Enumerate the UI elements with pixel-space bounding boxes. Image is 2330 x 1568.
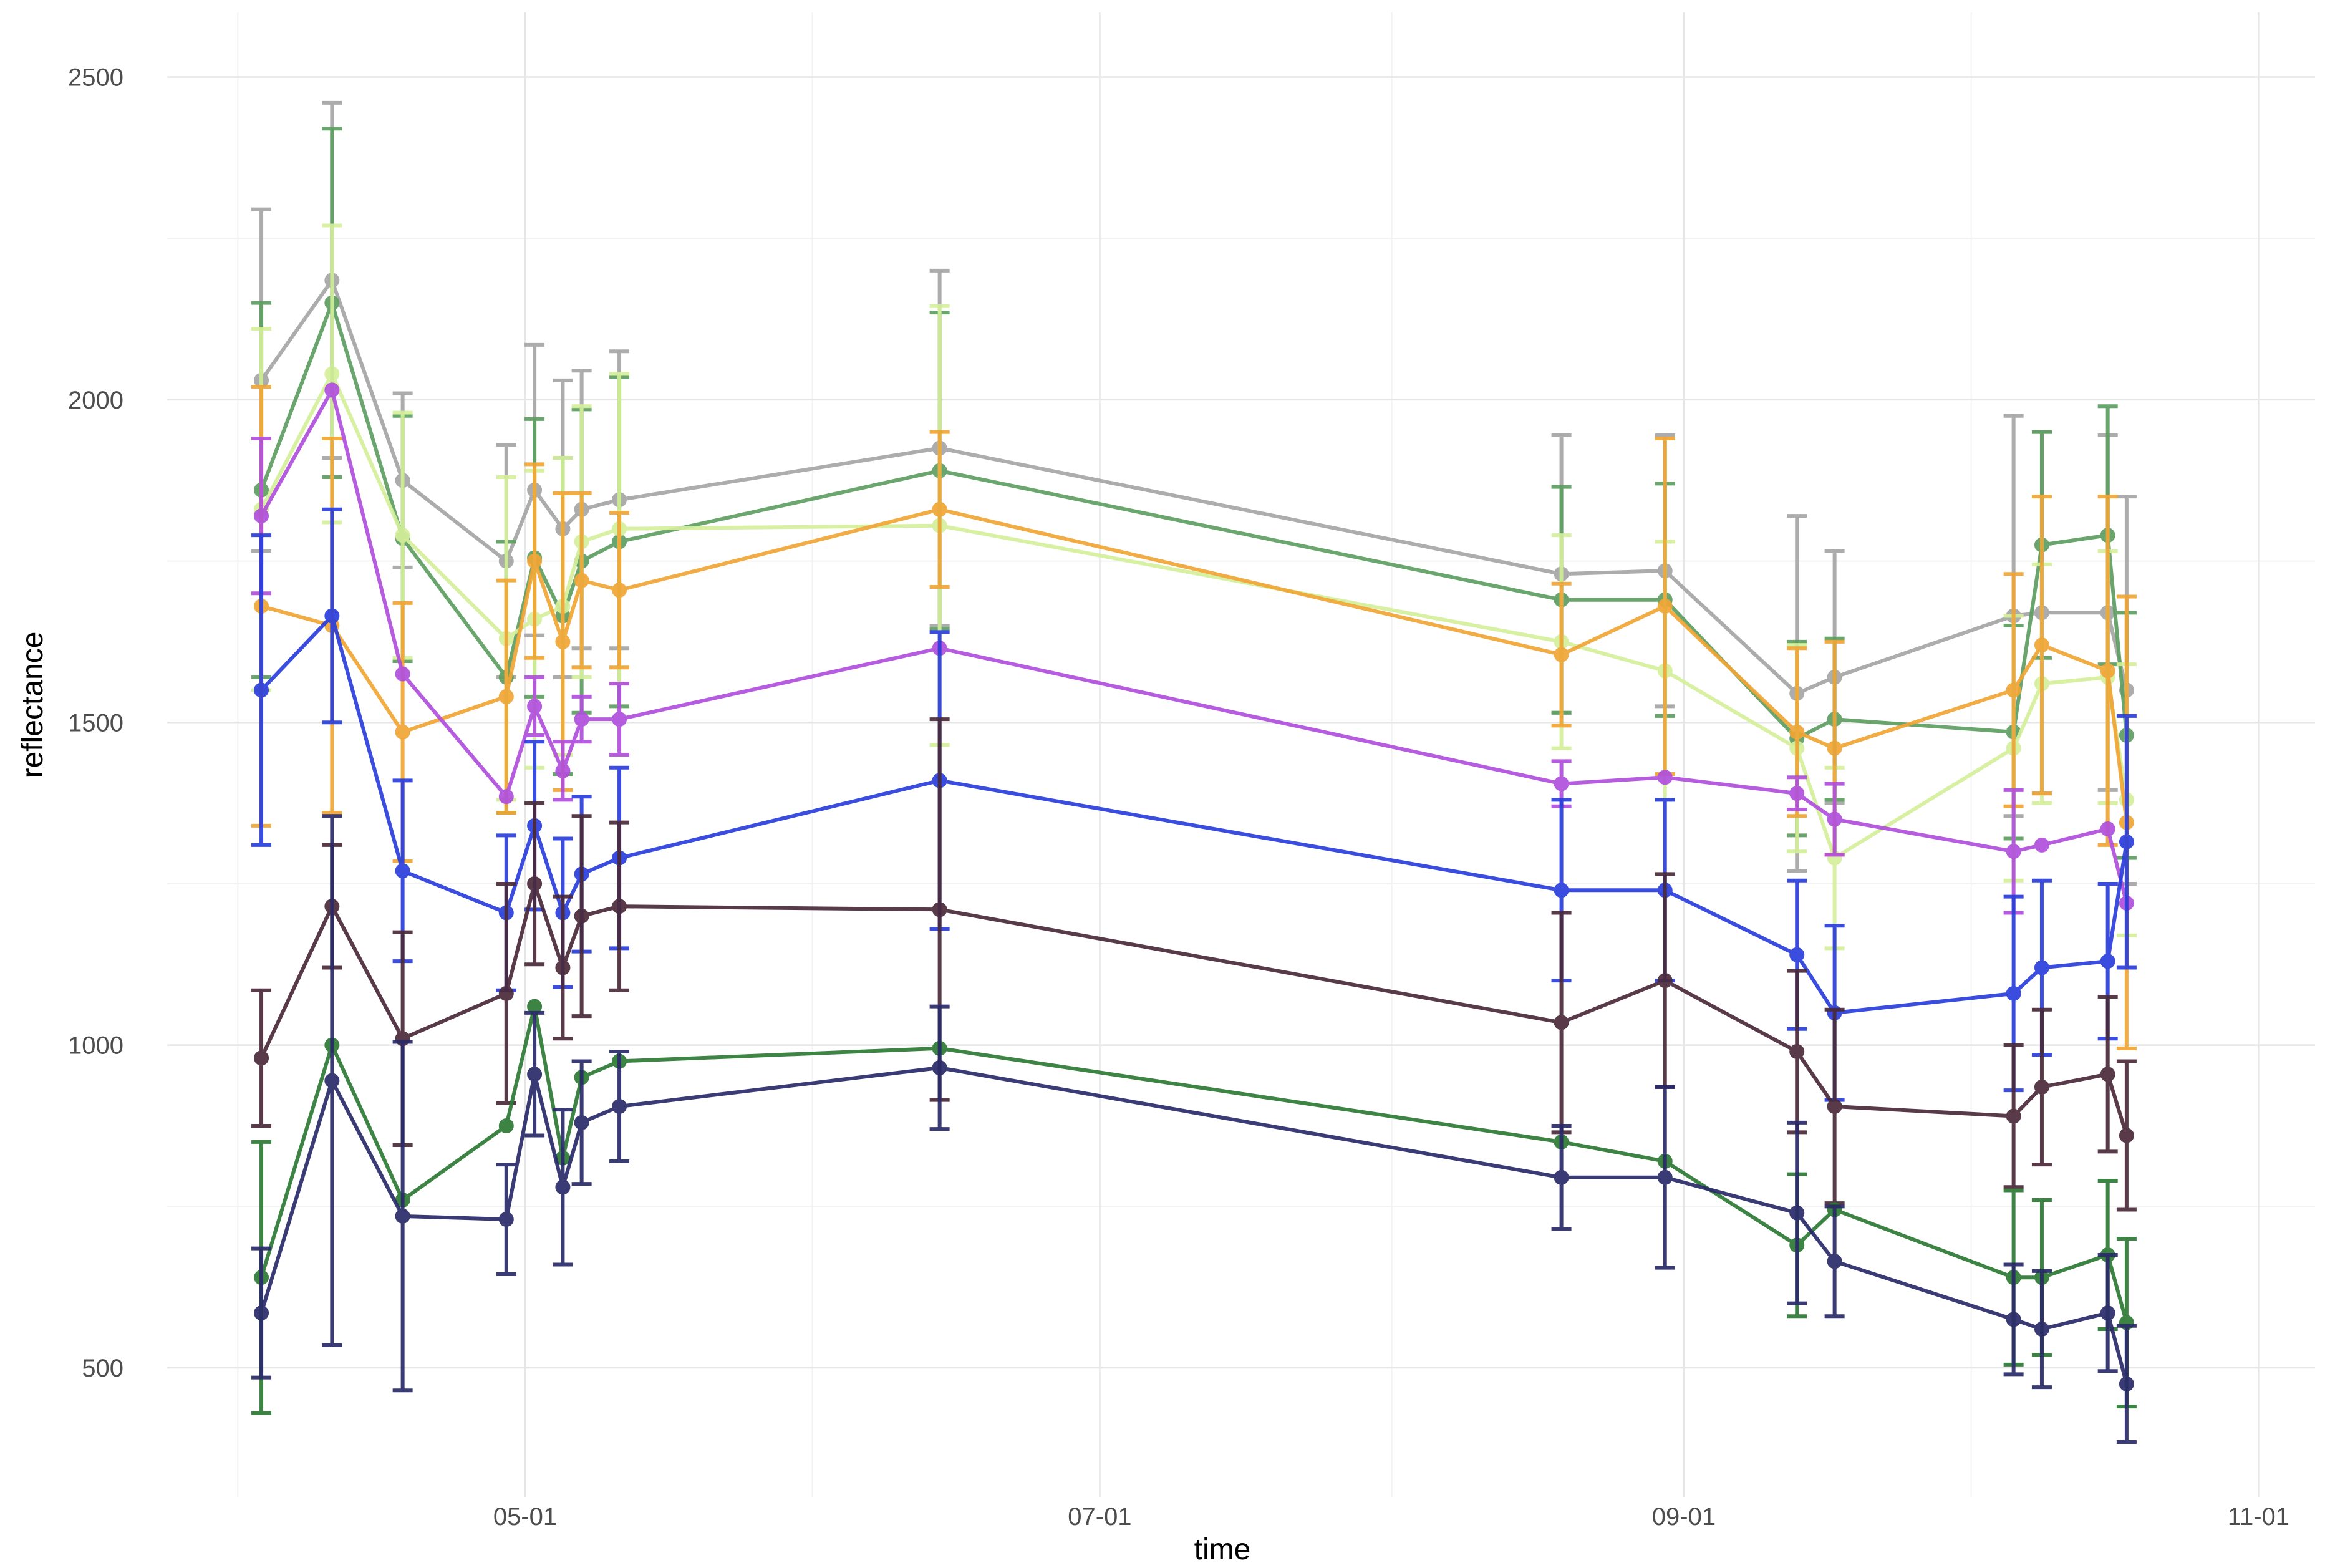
data-point-navy bbox=[527, 1067, 543, 1082]
data-point-orange bbox=[395, 724, 410, 740]
data-point-darkmaroon bbox=[2034, 1079, 2049, 1095]
data-point-purple bbox=[574, 712, 589, 727]
data-point-purple bbox=[2100, 821, 2115, 836]
data-point-orange bbox=[527, 553, 543, 569]
data-point-orange bbox=[555, 634, 571, 649]
y-tick-label: 2500 bbox=[68, 64, 123, 91]
data-point-darkmaroon bbox=[2100, 1067, 2115, 1082]
data-point-darkmaroon bbox=[1827, 1098, 1842, 1114]
data-point-blue bbox=[1789, 947, 1805, 962]
x-tick-label: 05-01 bbox=[493, 1503, 557, 1531]
data-point-navy bbox=[2100, 1305, 2115, 1321]
data-point-navy bbox=[574, 1115, 589, 1130]
y-tick-label: 500 bbox=[82, 1355, 123, 1382]
data-point-navy bbox=[2119, 1376, 2134, 1391]
data-point-orange bbox=[1789, 724, 1805, 740]
data-point-orange bbox=[1657, 599, 1673, 614]
major-gridlines bbox=[167, 12, 2315, 1497]
series-darkmaroon bbox=[251, 717, 2137, 1212]
data-point-orange bbox=[2006, 682, 2021, 698]
x-tick-label: 11-01 bbox=[2228, 1503, 2289, 1531]
data-point-darkmaroon bbox=[2006, 1108, 2021, 1124]
y-tick-label: 1500 bbox=[68, 709, 123, 737]
data-point-blue bbox=[2006, 985, 2021, 1001]
data-point-purple bbox=[1657, 770, 1673, 785]
y-axis-title: reflectance bbox=[16, 632, 49, 778]
data-point-orange bbox=[1827, 740, 1842, 756]
data-point-darkmaroon bbox=[932, 902, 947, 917]
data-point-darkmaroon bbox=[2119, 1128, 2134, 1143]
data-point-purple bbox=[612, 712, 627, 727]
series-layer bbox=[251, 100, 2137, 1445]
data-point-navy bbox=[612, 1098, 627, 1114]
data-point-navy bbox=[932, 1060, 947, 1075]
x-tick-label: 09-01 bbox=[1652, 1503, 1716, 1531]
data-point-navy bbox=[254, 1305, 269, 1321]
y-axis-tick-labels: 500 1000 1500 2000 2500 bbox=[68, 64, 123, 1382]
data-point-darkgreen bbox=[498, 1118, 514, 1133]
data-point-purple bbox=[498, 789, 514, 805]
data-point-navy bbox=[1554, 1169, 1569, 1185]
data-point-blue bbox=[2100, 954, 2115, 969]
data-point-navy bbox=[395, 1208, 410, 1224]
data-point-orange bbox=[1554, 647, 1569, 662]
y-tick-label: 1000 bbox=[68, 1032, 123, 1060]
data-point-darkmaroon bbox=[254, 1050, 269, 1066]
data-point-purple bbox=[2034, 837, 2049, 853]
data-point-purple bbox=[1827, 811, 1842, 827]
data-point-darkmaroon bbox=[498, 985, 514, 1001]
data-point-purple bbox=[324, 382, 340, 398]
data-point-orange bbox=[498, 689, 514, 704]
series-navy bbox=[251, 814, 2137, 1445]
data-point-darkmaroon bbox=[1657, 973, 1673, 989]
data-point-darkmaroon bbox=[574, 908, 589, 924]
data-point-orange bbox=[932, 501, 947, 517]
data-point-navy bbox=[1827, 1254, 1842, 1269]
data-point-orange bbox=[612, 583, 627, 598]
x-axis-tick-labels: 05-01 07-01 09-01 11-01 bbox=[493, 1503, 2289, 1531]
data-point-navy bbox=[2034, 1321, 2049, 1337]
data-point-darkmaroon bbox=[1554, 1015, 1569, 1030]
data-point-navy bbox=[498, 1212, 514, 1227]
data-point-blue bbox=[2034, 960, 2049, 975]
data-point-orange bbox=[2034, 637, 2049, 653]
data-point-darkmaroon bbox=[1789, 1044, 1805, 1059]
data-point-purple bbox=[1554, 776, 1569, 791]
data-point-purple bbox=[555, 763, 571, 778]
y-tick-label: 2000 bbox=[68, 387, 123, 414]
data-point-purple bbox=[527, 699, 543, 714]
data-point-navy bbox=[324, 1073, 340, 1088]
data-point-lightgreen bbox=[324, 366, 340, 382]
data-point-darkmaroon bbox=[555, 960, 571, 975]
data-point-lightgreen bbox=[395, 528, 410, 543]
x-axis-title: time bbox=[1194, 1533, 1251, 1566]
data-point-orange bbox=[2100, 663, 2115, 679]
data-point-blue bbox=[395, 863, 410, 879]
data-point-navy bbox=[555, 1179, 571, 1195]
data-point-darkmaroon bbox=[612, 899, 627, 914]
data-point-purple bbox=[1789, 786, 1805, 801]
data-point-darkmaroon bbox=[527, 876, 543, 891]
data-point-navy bbox=[2006, 1312, 2021, 1327]
data-point-blue bbox=[254, 682, 269, 698]
x-tick-label: 07-01 bbox=[1068, 1503, 1131, 1531]
data-point-purple bbox=[254, 508, 269, 524]
data-point-purple bbox=[395, 666, 410, 682]
data-point-blue bbox=[1554, 883, 1569, 898]
data-point-purple bbox=[2006, 844, 2021, 859]
data-point-navy bbox=[1789, 1205, 1805, 1221]
data-point-navy bbox=[1657, 1169, 1673, 1185]
data-point-blue bbox=[2119, 834, 2134, 849]
data-point-blue bbox=[324, 608, 340, 624]
data-point-orange bbox=[574, 573, 589, 588]
